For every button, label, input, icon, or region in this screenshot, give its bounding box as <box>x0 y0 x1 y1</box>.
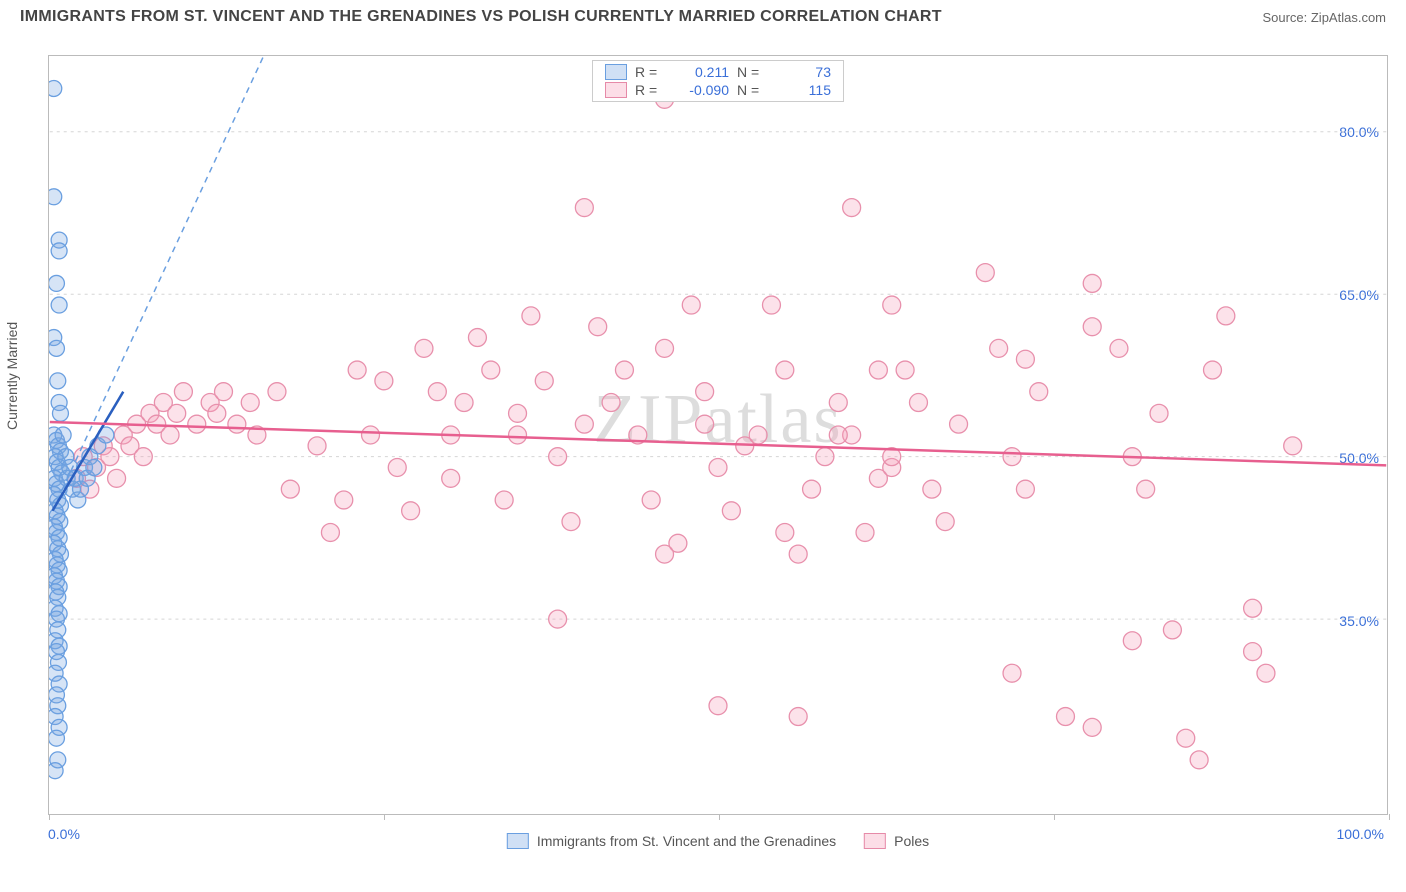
n-label: N = <box>737 64 771 80</box>
chart-plot-area: ZIPatlas R = 0.211 N = 73 R = -0.090 N =… <box>48 55 1388 815</box>
x-tick-mark <box>49 814 50 820</box>
legend-series: Immigrants from St. Vincent and the Gren… <box>507 833 929 849</box>
n-value-pink: 115 <box>779 82 831 98</box>
swatch-blue-icon <box>605 64 627 80</box>
n-value-blue: 73 <box>779 64 831 80</box>
swatch-blue-icon <box>507 833 529 849</box>
r-value-pink: -0.090 <box>677 82 729 98</box>
chart-title: IMMIGRANTS FROM ST. VINCENT AND THE GREN… <box>20 8 942 26</box>
x-tick-mark <box>1389 814 1390 820</box>
x-tick-left: 0.0% <box>48 826 80 842</box>
legend-row-blue: R = 0.211 N = 73 <box>593 63 843 81</box>
n-label: N = <box>737 82 771 98</box>
swatch-pink-icon <box>605 82 627 98</box>
r-label: R = <box>635 82 669 98</box>
chart-source: Source: ZipAtlas.com <box>1262 10 1386 25</box>
r-label: R = <box>635 64 669 80</box>
legend-label-pink: Poles <box>894 833 929 849</box>
x-tick-mark <box>1054 814 1055 820</box>
x-tick-right: 100.0% <box>1337 826 1384 842</box>
y-axis-label: Currently Married <box>4 322 20 430</box>
legend-item-blue: Immigrants from St. Vincent and the Gren… <box>507 833 836 849</box>
swatch-pink-icon <box>864 833 886 849</box>
r-value-blue: 0.211 <box>677 64 729 80</box>
x-tick-mark <box>719 814 720 820</box>
legend-label-blue: Immigrants from St. Vincent and the Gren… <box>537 833 836 849</box>
x-tick-mark <box>384 814 385 820</box>
legend-row-pink: R = -0.090 N = 115 <box>593 81 843 99</box>
legend-correlation-box: R = 0.211 N = 73 R = -0.090 N = 115 <box>592 60 844 102</box>
scatter-svg <box>49 56 1387 814</box>
legend-item-pink: Poles <box>864 833 929 849</box>
